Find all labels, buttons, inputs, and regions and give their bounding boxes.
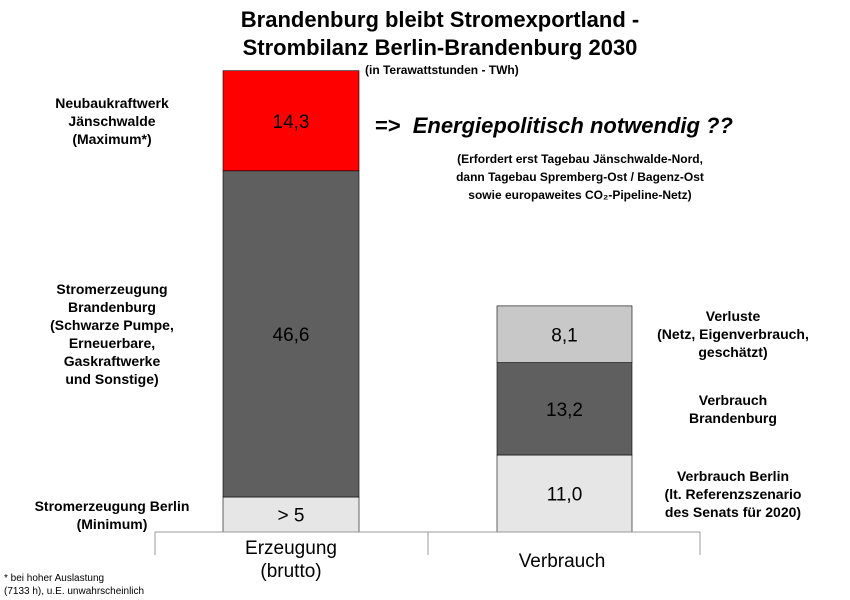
- segment-label-line: Stromerzeugung: [56, 280, 168, 297]
- data-label: > 5: [278, 506, 305, 527]
- segment-label-line: Brandenburg: [689, 409, 777, 426]
- category-label-line: Erzeugung: [245, 538, 337, 559]
- category-label-line: (brutto): [260, 561, 322, 582]
- data-label: 8,1: [551, 325, 577, 346]
- data-label: 13,2: [546, 400, 583, 421]
- bar-segment: [496, 362, 633, 456]
- segment-label: Neubaukraftwerk Jänschwalde (Maximum*): [2, 94, 222, 148]
- chart-subtitle: (in Terawattstunden - TWh): [365, 63, 519, 77]
- category-label: Erzeugung (brutto): [191, 537, 391, 583]
- segment-label-line: (lt. Referenzszenario: [664, 485, 802, 502]
- data-label: 14,3: [273, 112, 310, 133]
- annotation-headline-text: Energiepolitisch notwendig ??: [412, 113, 733, 138]
- bar-segment: [222, 170, 360, 498]
- segment-label-line: Verbrauch Berlin: [676, 467, 790, 484]
- segment-label-line: (Minimum): [76, 515, 148, 532]
- category-label-line: Verbrauch: [518, 551, 606, 572]
- segment-label-line: Verbrauch: [698, 391, 768, 408]
- bar-segment: [496, 454, 633, 533]
- annotation-note: (Erfordert erst Tagebau Jänschwalde-Nord…: [380, 150, 780, 204]
- segment-label-line: Brandenburg: [68, 298, 156, 315]
- segment-label-line: (Maximum*): [72, 130, 152, 147]
- annotation-note-line: (Erfordert erst Tagebau Jänschwalde-Nord…: [457, 152, 703, 166]
- segment-label-line: und Sonstige): [65, 370, 159, 387]
- annotation-note-line: sowie europaweites CO₂-Pipeline-Netz): [468, 188, 692, 202]
- footnote: * bei hoher Auslastung (7133 h), u.E. un…: [4, 572, 144, 598]
- segment-label: Verbrauch Brandenburg: [623, 391, 843, 427]
- segment-label-line: Neubaukraftwerk: [55, 94, 169, 111]
- data-label: 46,6: [273, 325, 310, 346]
- annotation-note-line: dann Tagebau Spremberg-Ost / Bagenz-Ost: [456, 170, 704, 184]
- bar-segment: [496, 305, 633, 363]
- segment-label-line: Jänschwalde: [68, 112, 156, 129]
- arrow-icon: =>: [375, 113, 401, 138]
- segment-label-line: geschätzt): [698, 344, 768, 361]
- footnote-line: * bei hoher Auslastung: [4, 573, 105, 584]
- footnote-line: (7133 h), u.E. unwahrscheinlich: [4, 586, 145, 597]
- segment-label-line: (Schwarze Pumpe,: [50, 316, 174, 333]
- category-label: Verbrauch: [462, 550, 662, 573]
- segment-label-line: Verluste: [705, 308, 761, 325]
- segment-label-line: Gaskraftwerke: [63, 352, 161, 369]
- annotation-headline: => Energiepolitisch notwendig ??: [375, 113, 733, 139]
- segment-label-line: Erneuerbare,: [68, 334, 156, 351]
- bar-segment: [222, 70, 360, 172]
- segment-label-line: des Senats für 2020): [664, 503, 802, 520]
- segment-label: Stromerzeugung Berlin (Minimum): [2, 497, 222, 533]
- segment-label: Verbrauch Berlin (lt. Referenzszenario des…: [623, 467, 843, 521]
- data-label: 11,0: [547, 485, 583, 506]
- segment-label: Stromerzeugung Brandenburg (Schwarze Pumpe…: [2, 280, 222, 388]
- chart-title-line2: Strombilanz Berlin-Brandenburg 2030: [242, 35, 638, 60]
- segment-label-line: (Netz, Eigenverbrauch,: [657, 326, 809, 343]
- chart-title: Brandenburg bleibt Stromexportland -: [240, 7, 640, 32]
- segment-label-line: Stromerzeugung Berlin: [34, 497, 190, 514]
- segment-label: Verluste (Netz, Eigenverbrauch, geschätzt): [623, 307, 843, 361]
